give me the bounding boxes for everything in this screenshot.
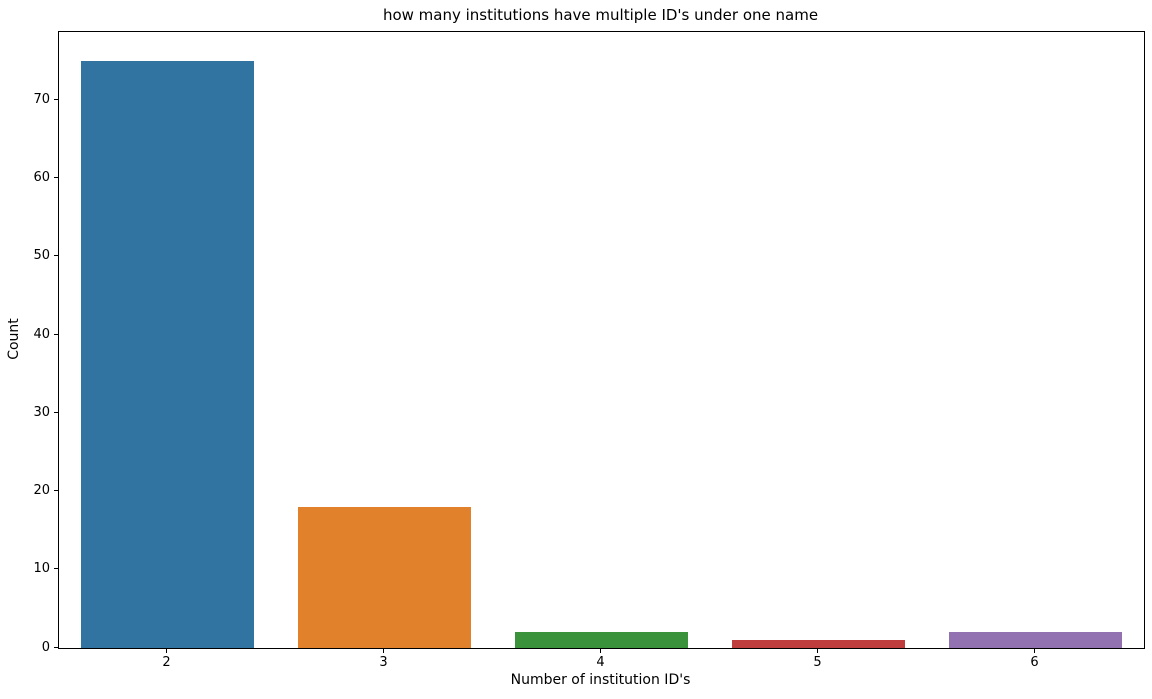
y-tick-label: 30 <box>33 404 50 420</box>
y-tick-mark <box>54 646 58 648</box>
x-tick-mark <box>383 649 384 653</box>
y-tick-label: 10 <box>33 561 50 577</box>
y-tick-label: 0 <box>41 639 50 655</box>
x-tick-label: 3 <box>379 655 388 670</box>
y-tick-mark <box>54 490 58 492</box>
x-axis-label: Number of institution ID's <box>510 672 691 688</box>
bar-2 <box>80 61 255 648</box>
x-tick-mark <box>600 649 601 653</box>
x-tick-label: 2 <box>162 655 171 670</box>
y-tick-mark <box>54 98 58 100</box>
y-tick-label: 40 <box>33 326 50 342</box>
y-tick-label: 20 <box>33 483 50 499</box>
x-tick-label: 4 <box>596 655 605 670</box>
x-tick-label: 6 <box>1030 655 1039 670</box>
bar-4 <box>514 632 689 648</box>
x-tick-mark <box>1034 649 1035 653</box>
x-tick-label: 5 <box>813 655 822 670</box>
y-tick-label: 60 <box>33 170 50 186</box>
y-tick-mark <box>54 333 58 335</box>
y-tick-mark <box>54 411 58 413</box>
bar-3 <box>297 507 472 648</box>
plot-area <box>58 31 1145 649</box>
chart-title: how many institutions have multiple ID's… <box>382 6 819 24</box>
y-tick-mark <box>54 255 58 257</box>
y-tick-mark <box>54 568 58 570</box>
y-tick-label: 70 <box>33 91 50 107</box>
x-tick-mark <box>166 649 167 653</box>
y-tick-label: 50 <box>33 248 50 264</box>
bar-6 <box>948 632 1123 648</box>
y-tick-mark <box>54 177 58 179</box>
bar-5 <box>731 640 906 648</box>
x-tick-mark <box>817 649 818 653</box>
